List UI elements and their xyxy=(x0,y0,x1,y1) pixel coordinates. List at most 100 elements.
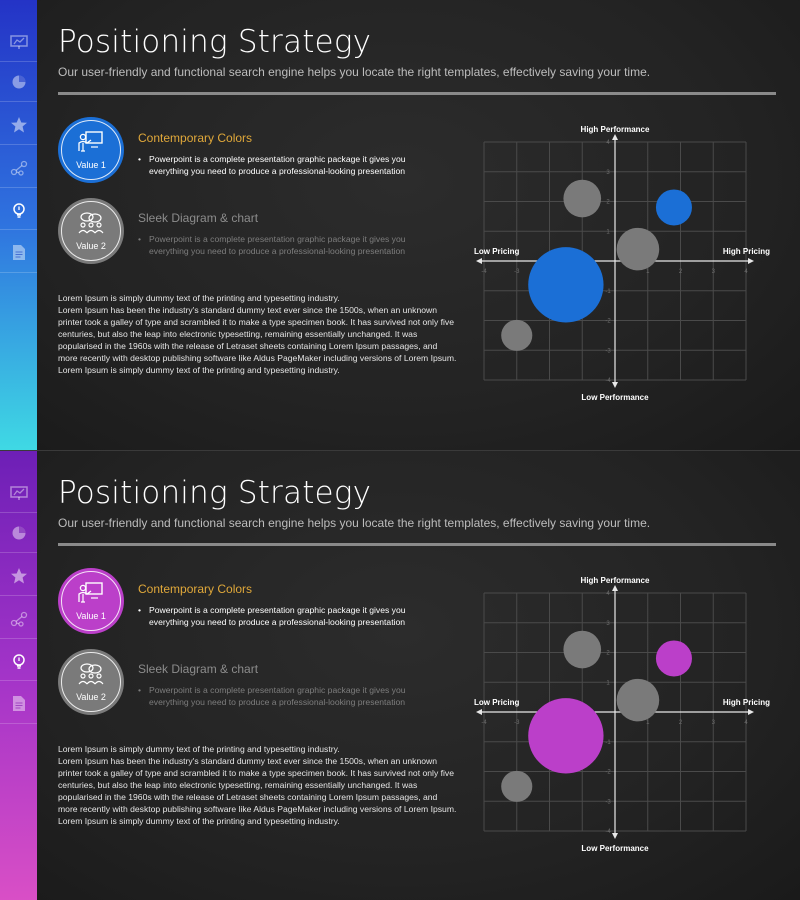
bullet-line: everything you need to produce a profess… xyxy=(149,246,406,256)
sidebar xyxy=(0,0,37,450)
x-tick-label: -4 xyxy=(481,269,487,275)
bubble-point xyxy=(501,770,533,802)
y-tick-label: 2 xyxy=(606,651,610,657)
document-icon[interactable] xyxy=(0,684,37,724)
value-2-heading: Sleek Diagram & chart xyxy=(138,211,259,225)
body-line: centuries, but also the leap into electr… xyxy=(58,780,418,790)
value-1-bullet: Powerpoint is a complete presentation gr… xyxy=(138,604,428,628)
body-line: Lorem Ipsum is simply dummy text of the … xyxy=(58,365,340,375)
y-tick-label: 4 xyxy=(606,140,610,146)
title-divider xyxy=(58,543,776,546)
y-tick-label: -3 xyxy=(605,348,611,354)
x-tick-label: 2 xyxy=(679,269,683,275)
y-tick-label: 4 xyxy=(606,591,610,597)
value-2-bullet: Powerpoint is a complete presentation gr… xyxy=(138,233,428,257)
network-icon[interactable] xyxy=(0,148,37,188)
presentation-icon[interactable] xyxy=(0,473,37,513)
value-2-badge[interactable]: Value 2 xyxy=(58,198,124,264)
bullet-line: Powerpoint is a complete presentation gr… xyxy=(149,685,406,695)
x-tick-label: 3 xyxy=(712,720,716,726)
bullet-line: Powerpoint is a complete presentation gr… xyxy=(149,154,406,164)
axis-label-left: Low Pricing xyxy=(474,247,519,256)
y-tick-label: 2 xyxy=(606,200,610,206)
bullet-line: everything you need to produce a profess… xyxy=(149,697,406,707)
axis-label-bottom: Low Performance xyxy=(581,844,649,853)
y-axis-arrow-down xyxy=(612,833,618,839)
bubble-point xyxy=(655,189,692,226)
x-tick-label: 1 xyxy=(646,720,650,726)
y-axis-arrow-up xyxy=(612,134,618,140)
body-line: more recently with desktop publishing so… xyxy=(58,804,457,814)
y-tick-label: 1 xyxy=(606,229,610,235)
team-chat-icon xyxy=(76,211,106,239)
value-1-label: Value 1 xyxy=(76,610,106,621)
value-2-label: Value 2 xyxy=(76,691,106,702)
value-1-heading: Contemporary Colors xyxy=(138,582,253,596)
presentation-icon[interactable] xyxy=(0,22,37,62)
value-2-heading: Sleek Diagram & chart xyxy=(138,662,259,676)
y-tick-label: 1 xyxy=(606,680,610,686)
body-line: Lorem Ipsum has been the industry's stan… xyxy=(58,305,438,315)
x-tick-label: -3 xyxy=(514,269,520,275)
value-1-badge[interactable]: Value 1 xyxy=(58,117,124,183)
axis-label-left: Low Pricing xyxy=(474,698,519,707)
lightbulb-icon[interactable] xyxy=(0,190,37,230)
value-2-badge[interactable]: Value 2 xyxy=(58,649,124,715)
bubble-point xyxy=(616,227,660,271)
bubble-point xyxy=(563,630,602,669)
value-1-label: Value 1 xyxy=(76,159,106,170)
body-line: Lorem Ipsum is simply dummy text of the … xyxy=(58,293,340,303)
axis-label-bottom: Low Performance xyxy=(581,393,649,402)
bullet-line: everything you need to produce a profess… xyxy=(149,166,406,176)
value-1-badge[interactable]: Value 1 xyxy=(58,568,124,634)
page-title: Positioning Strategy xyxy=(58,475,372,511)
x-tick-label: 3 xyxy=(712,269,716,275)
network-icon[interactable] xyxy=(0,599,37,639)
bubble-point xyxy=(528,698,604,774)
body-line: Lorem Ipsum has been the industry's stan… xyxy=(58,756,438,766)
star-icon[interactable] xyxy=(0,105,37,145)
y-tick-label: -4 xyxy=(605,378,611,384)
axis-label-top: High Performance xyxy=(581,576,650,585)
page-subtitle: Our user-friendly and functional search … xyxy=(58,65,651,79)
x-tick-label: 1 xyxy=(646,269,650,275)
body-line: popularised in the 1960s with the releas… xyxy=(58,792,438,802)
y-tick-label: 3 xyxy=(606,621,610,627)
pie-chart-icon[interactable] xyxy=(0,62,37,102)
body-line: centuries, but also the leap into electr… xyxy=(58,329,418,339)
bullet-line: everything you need to produce a profess… xyxy=(149,617,406,627)
axis-label-top: High Performance xyxy=(581,125,650,134)
page-title: Positioning Strategy xyxy=(58,24,372,60)
x-axis-arrow-left xyxy=(476,258,482,264)
y-tick-label: -4 xyxy=(605,829,611,835)
pie-chart-icon[interactable] xyxy=(0,513,37,553)
y-tick-label: -2 xyxy=(605,319,611,325)
lightbulb-icon[interactable] xyxy=(0,641,37,681)
body-line: Lorem Ipsum is simply dummy text of the … xyxy=(58,744,340,754)
x-tick-label: 4 xyxy=(744,720,748,726)
bullet-line: Powerpoint is a complete presentation gr… xyxy=(149,605,406,615)
bubble-point xyxy=(501,319,533,351)
x-tick-label: -3 xyxy=(514,720,520,726)
x-tick-label: 4 xyxy=(744,269,748,275)
axis-label-right: High Pricing xyxy=(723,698,770,707)
body-line: Lorem Ipsum is simply dummy text of the … xyxy=(58,816,340,826)
body-text: Lorem Ipsum is simply dummy text of the … xyxy=(58,743,478,827)
bubble-point xyxy=(616,678,660,722)
presenter-icon xyxy=(78,130,104,158)
title-divider xyxy=(58,92,776,95)
x-tick-label: 2 xyxy=(679,720,683,726)
y-axis-arrow-up xyxy=(612,585,618,591)
body-line: printer took a galley of type and scramb… xyxy=(58,768,454,778)
y-tick-label: -1 xyxy=(605,289,611,295)
document-icon[interactable] xyxy=(0,233,37,273)
y-tick-label: -1 xyxy=(605,740,611,746)
star-icon[interactable] xyxy=(0,556,37,596)
value-2-bullet: Powerpoint is a complete presentation gr… xyxy=(138,684,428,708)
y-tick-label: -2 xyxy=(605,770,611,776)
body-line: printer took a galley of type and scramb… xyxy=(58,317,454,327)
